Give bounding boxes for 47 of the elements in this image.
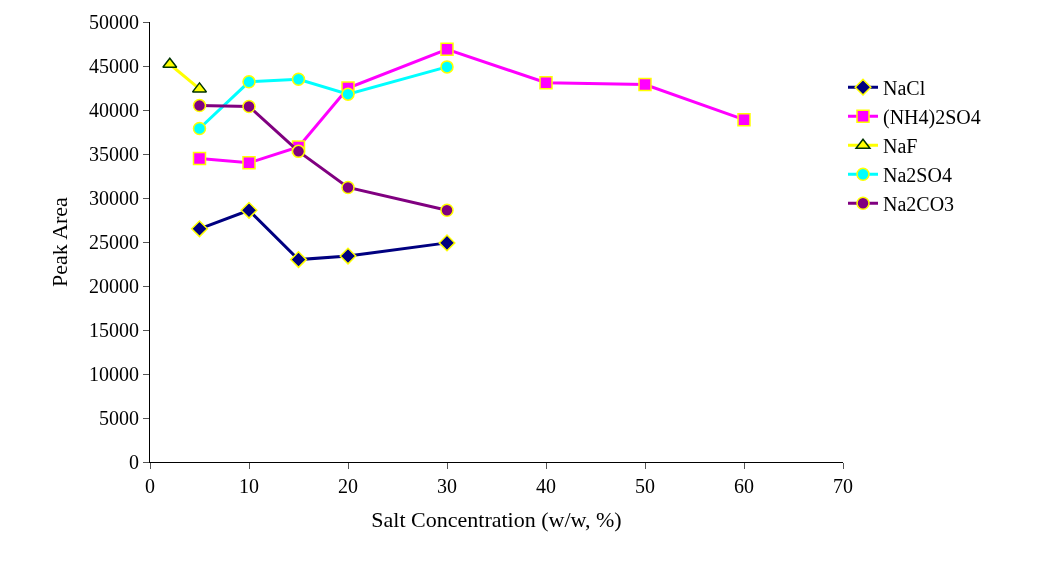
point — [192, 98, 207, 113]
y-tick-label: 25000 — [89, 231, 139, 253]
point — [192, 151, 207, 166]
x-tick-label: 40 — [536, 475, 556, 497]
legend-label: (NH4)2SO4 — [883, 106, 981, 129]
y-tick-label: 20000 — [89, 275, 139, 297]
x-tick-label: 50 — [635, 475, 655, 497]
point — [190, 220, 209, 238]
point — [291, 144, 306, 159]
point — [440, 203, 454, 218]
point — [341, 180, 355, 195]
x-tick-label: 0 — [145, 475, 155, 497]
x-tick-label: 70 — [833, 475, 853, 497]
y-tick-label: 15000 — [89, 319, 139, 341]
point — [737, 112, 751, 127]
y-tick-label: 5000 — [99, 407, 139, 429]
point — [539, 75, 553, 90]
legend-label: NaCl — [883, 77, 926, 99]
y-axis-title: Peak Area — [46, 196, 72, 287]
point — [289, 251, 308, 269]
legend-label: Na2CO3 — [883, 193, 955, 215]
point — [339, 247, 357, 265]
x-axis-title: Salt Concentration (w/w, %) — [371, 506, 622, 532]
point — [240, 201, 258, 219]
point — [242, 75, 256, 89]
point — [242, 99, 256, 114]
y-tick-label: 45000 — [89, 55, 139, 77]
point — [638, 77, 652, 92]
point — [438, 234, 456, 252]
legend-label: Na2SO4 — [883, 164, 952, 186]
y-tick-label: 30000 — [89, 187, 139, 209]
point — [192, 121, 207, 136]
y-tick-label: 35000 — [89, 143, 139, 165]
y-tick-label: 40000 — [89, 99, 139, 121]
point — [440, 42, 454, 57]
x-tick-label: 20 — [338, 475, 358, 497]
y-tick-label: 10000 — [89, 363, 139, 385]
point — [242, 156, 256, 170]
point — [440, 60, 454, 74]
legend-label: NaF — [883, 135, 918, 157]
x-tick-label: 30 — [437, 475, 457, 497]
x-tick-label: 10 — [239, 475, 259, 497]
y-tick-label: 0 — [129, 451, 139, 473]
point — [291, 72, 306, 86]
x-tick-label: 60 — [734, 475, 754, 497]
y-tick-label: 50000 — [89, 11, 139, 33]
point — [341, 87, 355, 101]
